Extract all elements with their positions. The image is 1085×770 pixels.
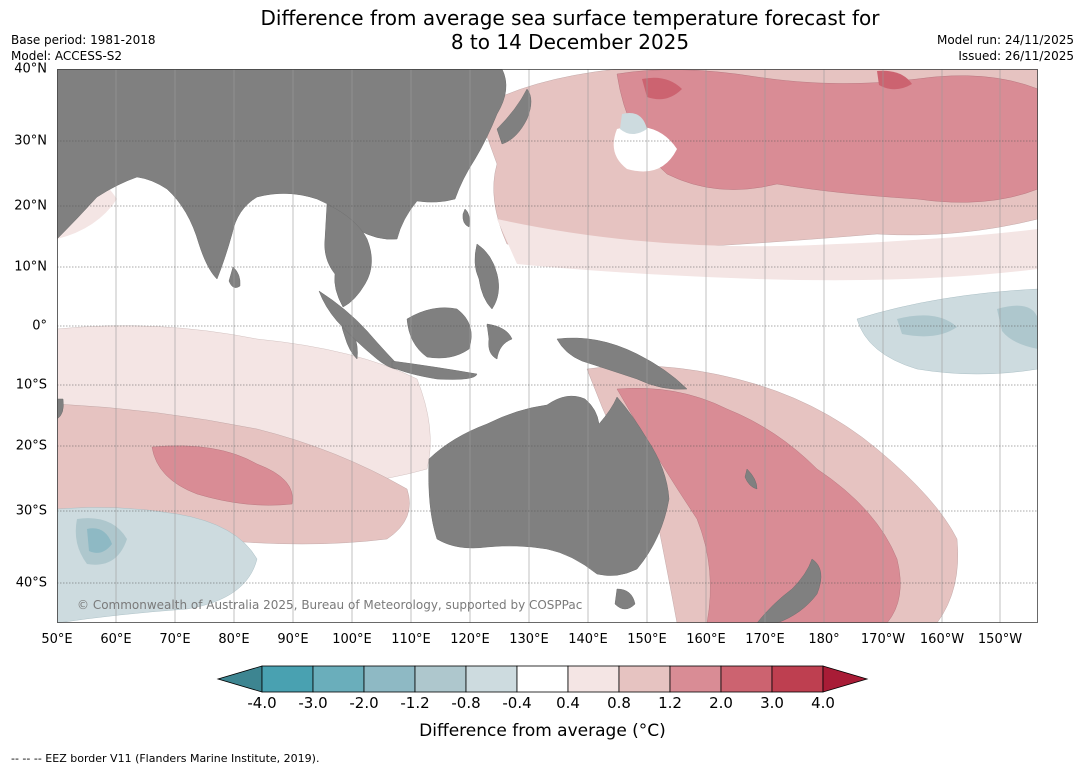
anomaly-southern-indian-cool-strong: [87, 528, 112, 553]
colorbar-segment-6: [516, 665, 569, 693]
lon-label-160w: 160°W: [919, 632, 965, 647]
colorbar-segment-11: [771, 665, 824, 693]
colorbar-segment-7: [567, 665, 620, 693]
anomaly-north-pacific-white: [613, 126, 677, 172]
lon-label-60e: 60°E: [100, 632, 132, 647]
anomaly-north-pacific-strong: [642, 77, 682, 100]
model-name: Model: ACCESS-S2: [11, 49, 123, 63]
lat-label-10s: 10°S: [15, 377, 47, 393]
land-japan: [496, 88, 532, 145]
chart-title: Difference from average sea surface temp…: [180, 6, 960, 54]
lon-label-130e: 130°E: [509, 632, 549, 647]
sst-anomaly-map: [57, 69, 1038, 623]
colorbar-segment-2: [312, 665, 365, 693]
land-java: [391, 360, 478, 380]
land-borneo: [406, 307, 472, 359]
colorbar-tick-6: -0.4: [502, 694, 532, 712]
map-frame: [57, 69, 1038, 623]
colorbar-tick-1: -4.0: [247, 694, 277, 712]
land-taiwan: [462, 208, 470, 228]
lon-label-100e: 100°E: [332, 632, 372, 647]
land-australia: [428, 395, 670, 576]
colorbar: [216, 665, 869, 693]
lat-label-40n: 40°N: [14, 61, 47, 77]
anomaly-north-pacific-band: [497, 219, 1038, 281]
lat-label-30s: 30°S: [15, 503, 47, 519]
anomaly-north-pacific-strong-2: [877, 70, 912, 90]
colorbar-tick-11: 3.0: [760, 694, 784, 712]
lon-label-160e: 160°E: [686, 632, 726, 647]
lat-label-20s: 20°S: [15, 438, 47, 454]
lon-label-180: 180°: [808, 632, 840, 647]
land-new-caledonia: [744, 468, 758, 490]
lon-label-70e: 70°E: [159, 632, 191, 647]
land-indochina: [324, 203, 372, 308]
anomaly-coral-sea-mid: [616, 387, 901, 623]
lon-label-120e: 120°E: [450, 632, 490, 647]
colorbar-segment-5: [465, 665, 518, 693]
anomaly-north-pacific-cool: [620, 113, 647, 134]
anomaly-indian-ocean-warm: [151, 445, 293, 506]
lon-label-170w: 170°W: [860, 632, 906, 647]
colorbar-extend-min: [216, 665, 263, 693]
lon-label-110e: 110°E: [391, 632, 431, 647]
land-tasmania: [614, 588, 636, 610]
lon-label-90e: 90°E: [277, 632, 309, 647]
lat-label-30n: 30°N: [14, 133, 47, 149]
lon-label-170e: 170°E: [745, 632, 785, 647]
lon-label-150w: 150°W: [977, 632, 1023, 647]
lat-label-40s: 40°S: [15, 575, 47, 591]
lon-label-140e: 140°E: [568, 632, 608, 647]
lat-label-20n: 20°N: [14, 198, 47, 214]
land-sri-lanka: [228, 266, 241, 288]
colorbar-segment-10: [720, 665, 773, 693]
lon-label-50e: 50°E: [41, 632, 73, 647]
base-period: Base period: 1981-2018: [11, 33, 156, 47]
title-line-2: 8 to 14 December 2025: [450, 30, 690, 54]
colorbar-title: Difference from average (°C): [419, 721, 666, 741]
colorbar-segment-1: [261, 665, 314, 693]
land-masses: [57, 69, 822, 623]
land-philippines: [474, 243, 499, 310]
land-new-zealand: [756, 558, 822, 623]
colorbar-tick-10: 2.0: [709, 694, 733, 712]
lat-label-0: 0°: [32, 318, 47, 334]
colorbar-tick-3: -2.0: [349, 694, 379, 712]
anomaly-regions: [57, 69, 1038, 623]
colorbar-tick-5: -0.8: [451, 694, 481, 712]
eez-footnote: -- -- -- EEZ border V11 (Flanders Marine…: [11, 752, 320, 765]
lon-label-80e: 80°E: [218, 632, 250, 647]
anomaly-equatorial-cool-mid-2: [997, 305, 1038, 349]
land-new-guinea: [556, 337, 688, 390]
colorbar-segment-9: [669, 665, 722, 693]
model-run: Model run: 24/11/2025: [936, 33, 1074, 47]
colorbar-tick-7: 0.4: [556, 694, 580, 712]
colorbar-tick-4: -1.2: [400, 694, 430, 712]
colorbar-tick-9: 1.2: [658, 694, 682, 712]
land-asia: [57, 69, 507, 280]
colorbar-tick-2: -3.0: [298, 694, 328, 712]
graticule: [57, 69, 1038, 623]
colorbar-segment-4: [414, 665, 467, 693]
colorbar-extend-max: [822, 665, 869, 693]
anomaly-north-pacific-mid: [616, 69, 1038, 203]
land-sulawesi: [486, 323, 513, 360]
colorbar-segment-8: [618, 665, 671, 693]
colorbar-tick-12: 4.0: [811, 694, 835, 712]
issued-date: Issued: 26/11/2025: [958, 49, 1074, 63]
copyright-notice: © Commonwealth of Australia 2025, Bureau…: [77, 598, 583, 612]
colorbar-segment-3: [363, 665, 416, 693]
colorbar-tick-8: 0.8: [607, 694, 631, 712]
lon-label-150e: 150°E: [627, 632, 667, 647]
land-sumatra: [318, 290, 403, 370]
colorbar-segments: [216, 665, 869, 693]
title-line-1: Difference from average sea surface temp…: [260, 6, 880, 30]
lat-label-10n: 10°N: [14, 259, 47, 275]
